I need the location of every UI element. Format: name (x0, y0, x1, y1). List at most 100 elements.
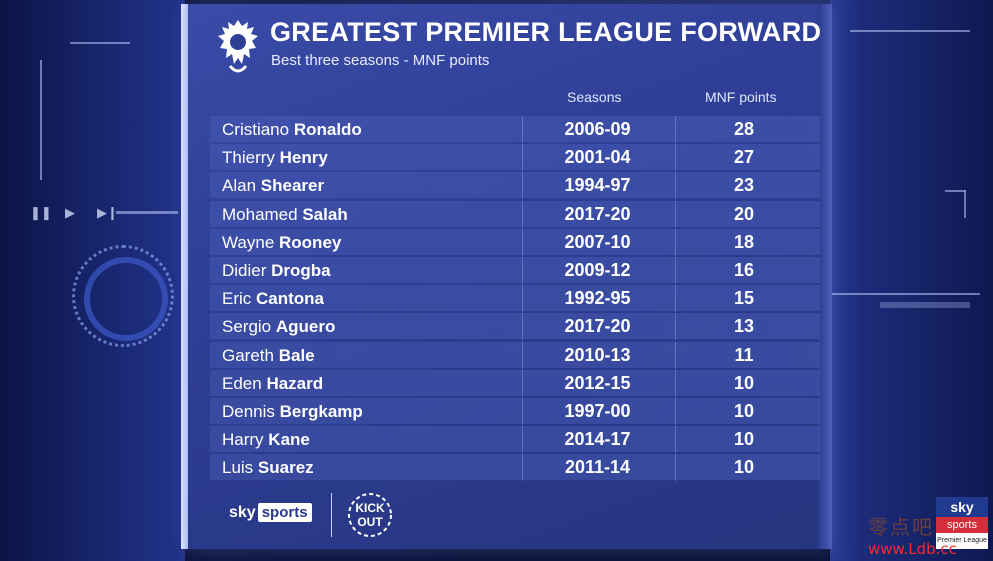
player-name: Eden Hazard (222, 374, 323, 394)
player-points: 10 (733, 401, 755, 421)
table-row: Luis Suarez 2011-14 10 (210, 454, 820, 482)
table-row: Cristiano Ronaldo 2006-09 28 (210, 116, 820, 143)
row-divider (675, 200, 676, 228)
player-name: Thierry Henry (222, 148, 328, 168)
player-name: Harry Kane (222, 430, 310, 450)
player-name: Sergio Aguero (222, 317, 335, 337)
player-first-name: Sergio (222, 317, 272, 337)
table-row: Eric Cantona 1992-95 15 (210, 285, 820, 313)
row-background (210, 398, 820, 424)
player-seasons: 2017-20 (564, 203, 631, 224)
kick-it-out-logo: KICK OUT (348, 493, 392, 537)
row-background (210, 228, 820, 255)
player-last-name: Hazard (266, 373, 324, 393)
player-last-name: Rooney (279, 232, 342, 252)
player-last-name: Shearer (260, 176, 325, 196)
row-divider (522, 172, 523, 200)
player-points: 11 (734, 344, 754, 365)
row-divider (522, 398, 523, 425)
row-divider (522, 257, 523, 284)
deco-line (964, 190, 966, 218)
row-background (210, 116, 820, 142)
sky-sports-logo: sky sports (229, 503, 312, 522)
column-header-points: MNF points (705, 89, 777, 105)
player-points: 10 (733, 457, 755, 478)
left-screen: ❚❚ ▶ ▶❙ (0, 0, 185, 561)
watermark: 零点吧 www.Ldb.cc (868, 511, 957, 558)
deco-line (945, 190, 965, 192)
progress-track (116, 211, 178, 214)
player-last-name: Bergkamp (279, 402, 363, 421)
table-row: Didier Drogba 2009-12 16 (210, 257, 820, 284)
table-row: Thierry Henry 2001-04 27 (210, 144, 820, 172)
player-points: 28 (733, 119, 755, 139)
player-points: 20 (733, 203, 755, 224)
row-background (210, 144, 820, 171)
table-row: Mohamed Salah 2017-20 20 (210, 200, 820, 228)
svg-text:KICK: KICK (355, 501, 385, 515)
row-divider (675, 172, 676, 200)
player-last-name: Suarez (257, 458, 314, 478)
row-divider (675, 454, 676, 482)
deco-line (70, 42, 130, 44)
ring-graphic-inner (84, 257, 168, 341)
player-name: Didier Drogba (222, 261, 331, 281)
player-points: 27 (733, 147, 755, 168)
player-points: 15 (733, 288, 755, 309)
table-row: Eden Hazard 2012-15 10 (210, 369, 820, 397)
player-seasons: 2012-15 (564, 372, 631, 393)
deco-line (40, 60, 42, 180)
player-first-name: Dennis (222, 402, 275, 421)
row-divider (675, 398, 676, 425)
player-points: 10 (733, 429, 755, 450)
row-divider (675, 257, 676, 284)
player-name: Gareth Bale (222, 346, 315, 366)
player-seasons: 2017-20 (564, 316, 631, 337)
panel-edge (181, 4, 191, 549)
page-subtitle: Best three seasons - MNF points (271, 52, 490, 69)
deco-line (830, 293, 980, 295)
player-seasons: 1997-00 (564, 401, 631, 421)
table-row: Dennis Bergkamp 1997-00 10 (210, 398, 820, 425)
row-divider (522, 369, 523, 397)
player-last-name: Ronaldo (293, 120, 362, 139)
row-background (210, 369, 820, 396)
player-first-name: Alan (222, 176, 257, 196)
row-background (210, 200, 820, 227)
player-points: 23 (733, 175, 755, 196)
table-row: Alan Shearer 1994-97 23 (210, 172, 820, 200)
panel-right-edge (818, 4, 832, 549)
slider-track (880, 302, 970, 308)
row-background (210, 257, 820, 283)
play-icon: ▶ (65, 205, 75, 220)
player-points: 10 (733, 372, 755, 393)
ring-graphic (72, 245, 174, 347)
player-seasons: 2006-09 (564, 119, 631, 139)
row-divider (675, 228, 676, 256)
row-background (210, 172, 820, 199)
player-last-name: Cantona (256, 289, 325, 309)
right-screen (830, 0, 993, 561)
row-background (210, 341, 820, 368)
player-name: Alan Shearer (222, 176, 324, 196)
player-seasons: 2010-13 (564, 344, 631, 365)
player-last-name: Kane (268, 430, 310, 450)
page-title: GREATEST PREMIER LEAGUE FORWARD (270, 17, 822, 47)
table-row: Gareth Bale 2010-13 11 (210, 341, 820, 369)
player-points: 16 (733, 260, 755, 280)
player-last-name: Drogba (271, 261, 331, 280)
row-divider (522, 313, 523, 341)
player-last-name: Salah (302, 204, 348, 224)
player-last-name: Aguero (275, 317, 336, 337)
bug-sports: sports (936, 517, 988, 533)
row-divider (675, 144, 676, 172)
player-name: Dennis Bergkamp (222, 402, 363, 422)
table-row: Wayne Rooney 2007-10 18 (210, 228, 820, 256)
row-divider (522, 285, 523, 313)
row-background (210, 454, 820, 481)
player-name: Mohamed Salah (222, 205, 348, 225)
player-first-name: Eric (222, 289, 252, 309)
row-background (210, 313, 820, 340)
player-last-name: Henry (279, 148, 328, 168)
deco-line (850, 30, 970, 32)
